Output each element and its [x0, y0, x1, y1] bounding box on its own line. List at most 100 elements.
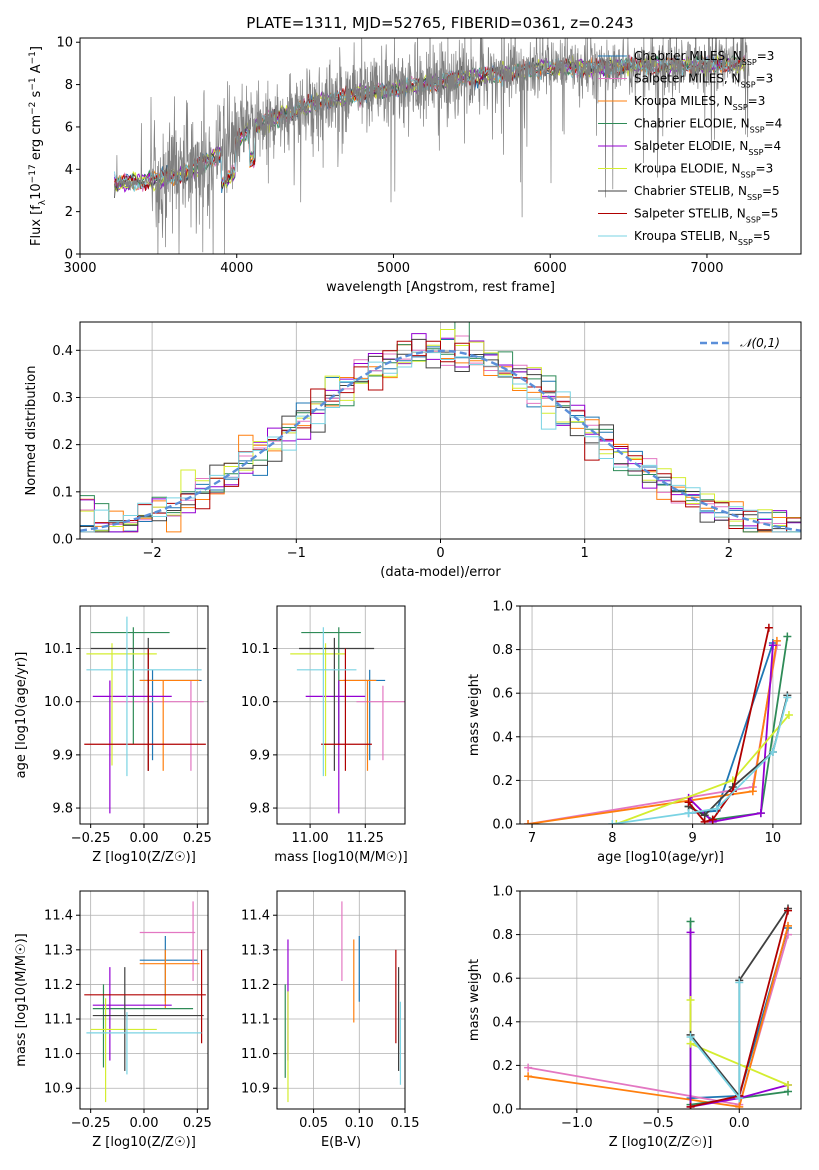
- axes-frame: [276, 605, 406, 825]
- axes: −0.25 0.00 0.25 10.9 11.0 11.1 11.2 11.3 11.4: [44, 890, 212, 1131]
- y-axis-label: mass weight: [467, 674, 482, 756]
- plot-area: [84, 901, 206, 1103]
- age-vs-metallicity-panel: −0.25 0.00 0.25 9.8 9.9 10.0 10.1 Z [log10(Z/Z☉…: [14, 605, 212, 865]
- legend-nssp-eq: =: [756, 72, 766, 86]
- legend-nssp-sub: SSP: [742, 58, 757, 67]
- y-tick-label: 0: [65, 248, 73, 263]
- x-tick-label: −0.5: [642, 1116, 674, 1131]
- y-tick-label: 0.2: [52, 438, 73, 453]
- y-tick-label: 11.0: [44, 1047, 73, 1062]
- mass-weight-marker: [686, 996, 695, 1004]
- x-axis-label: Z [log10(Z/Z☉)]: [92, 1135, 196, 1150]
- legend-model-name: Salpeter ELODIE: [634, 139, 732, 153]
- legend-nssp-eq: =: [753, 229, 763, 243]
- y-tick-label: 10.0: [241, 695, 270, 710]
- legend-nssp-eq: =: [762, 184, 772, 198]
- y-tick-label: 9.9: [249, 748, 270, 763]
- residuals-panel: −2 −1 0 1 2 0.0 0.1 0.2 0.3 0.4 (data-model)/error…: [24, 321, 802, 580]
- mass-weight-marker: [783, 693, 792, 702]
- legend-nssp-value: 3: [766, 72, 774, 86]
- legend-nssp-value: 4: [775, 117, 783, 131]
- legend-label: Chabrier MILES, NSSP=3: [634, 49, 774, 67]
- y-axis-label: Normed distribution: [24, 366, 39, 496]
- x-tick-label: −0.25: [71, 1116, 111, 1131]
- mass-weight-marker: [764, 623, 773, 632]
- legend-label: 𝒩(0,1): [740, 336, 780, 350]
- mass-weight-marker: [686, 1102, 695, 1109]
- mass-weight-marker: [756, 809, 765, 818]
- legend-nssp-sub: SSP: [746, 215, 761, 224]
- legend-nssp-sub: SSP: [747, 193, 762, 202]
- mass-weight-line: [687, 645, 774, 823]
- legend-model-name: Kroupa MILES: [634, 94, 716, 108]
- y-tick-label: 0.6: [492, 972, 513, 987]
- mass-weight-marker: [783, 632, 792, 641]
- legend-nssp-value: 3: [758, 94, 766, 108]
- y-tick-label: 10.1: [241, 642, 270, 657]
- grid: [277, 891, 406, 1109]
- mass-weight-marker: [768, 748, 777, 757]
- plot-area: [114, 38, 750, 254]
- legend-nssp-sub: SSP: [741, 170, 756, 179]
- y-tick-label: 0.3: [52, 391, 73, 406]
- y-tick-label: 11.3: [241, 943, 270, 958]
- legend-model-name: Salpeter MILES: [634, 72, 724, 86]
- y-tick-label: 0.1: [52, 485, 73, 500]
- residual-histogram-step: [80, 351, 801, 533]
- mass-weight-marker: [524, 1063, 533, 1072]
- x-axis-label: Z [log10(Z/Z☉)]: [609, 1135, 713, 1150]
- y-tick-label: 9.9: [52, 748, 73, 763]
- legend-nssp-value: 5: [763, 229, 771, 243]
- legend-nssp-prefix: , N: [732, 139, 749, 153]
- legend-model-name: Kroupa STELIB: [634, 229, 721, 243]
- mass-weight-line: [527, 645, 778, 824]
- y-tick-label: 10: [56, 36, 73, 51]
- y-tick-label: 10.1: [44, 642, 73, 657]
- mass-weight-marker: [686, 1033, 695, 1042]
- legend-nssp-prefix: , N: [716, 94, 733, 108]
- mass-weight-marker: [712, 804, 721, 813]
- x-tick-label: −1.0: [561, 1116, 593, 1131]
- mass-weight-marker: [784, 906, 793, 915]
- plot-area: [524, 623, 793, 824]
- legend-nssp-value: 5: [772, 184, 780, 198]
- x-tick-label: 0.05: [299, 1116, 328, 1131]
- mass-weight-marker: [684, 809, 693, 818]
- x-tick-label: −2: [143, 546, 162, 561]
- x-tick-label: 10: [765, 831, 782, 846]
- x-tick-label: 3000: [63, 261, 96, 276]
- grid: [80, 891, 208, 1109]
- plot-area: [84, 616, 206, 814]
- x-tick-label: 0.25: [183, 1116, 212, 1131]
- mass-weight-marker: [524, 1072, 533, 1081]
- y-axis-label: Flux [fλ10−17 erg cm−2 s−1 A−1]: [28, 46, 48, 246]
- mass-weight-marker: [772, 636, 781, 645]
- grid: [277, 606, 405, 824]
- legend-nssp-eq: =: [763, 139, 773, 153]
- legend-nssp-value: 4: [773, 139, 781, 153]
- axes: 3000 4000 5000 6000 7000 0 2 4 6 8 10: [56, 36, 802, 276]
- y-tick-label: 0.4: [492, 1015, 513, 1030]
- y-tick-label: 11.2: [241, 978, 270, 993]
- y-tick-label: 0.8: [492, 928, 513, 943]
- y-tick-label: 0.0: [52, 533, 73, 548]
- y-tick-label: 11.1: [241, 1013, 270, 1028]
- legend-model-name: Chabrier MILES: [634, 49, 725, 63]
- legend-nssp-eq: =: [765, 117, 775, 131]
- axes-frame: [519, 605, 802, 825]
- y-tick-label: 4: [65, 163, 73, 178]
- y-tick-label: 0.2: [492, 774, 513, 789]
- legend-nssp-sub: SSP: [738, 238, 753, 247]
- mass-weight-marker: [684, 798, 693, 807]
- x-axis-label: wavelength [Angstrom, rest frame]: [326, 280, 555, 295]
- axes: −2 −1 0 1 2 0.0 0.1 0.2 0.3 0.4: [52, 321, 802, 561]
- axes-frame: [79, 37, 802, 255]
- mass-weight-vs-metallicity-panel: −1.0 −0.5 0.0 0.0 0.2 0.4 0.6 0.8 1.0 Z [log10(Z/…: [467, 885, 802, 1150]
- mass-weight-marker: [608, 820, 617, 824]
- legend-nssp-sub: SSP: [748, 148, 763, 157]
- mass-weight-marker: [735, 1094, 744, 1103]
- legend-nssp-value: 5: [771, 207, 779, 221]
- grid: [520, 890, 801, 1110]
- y-axis-label: mass [log10(M/M☉)]: [14, 933, 29, 1066]
